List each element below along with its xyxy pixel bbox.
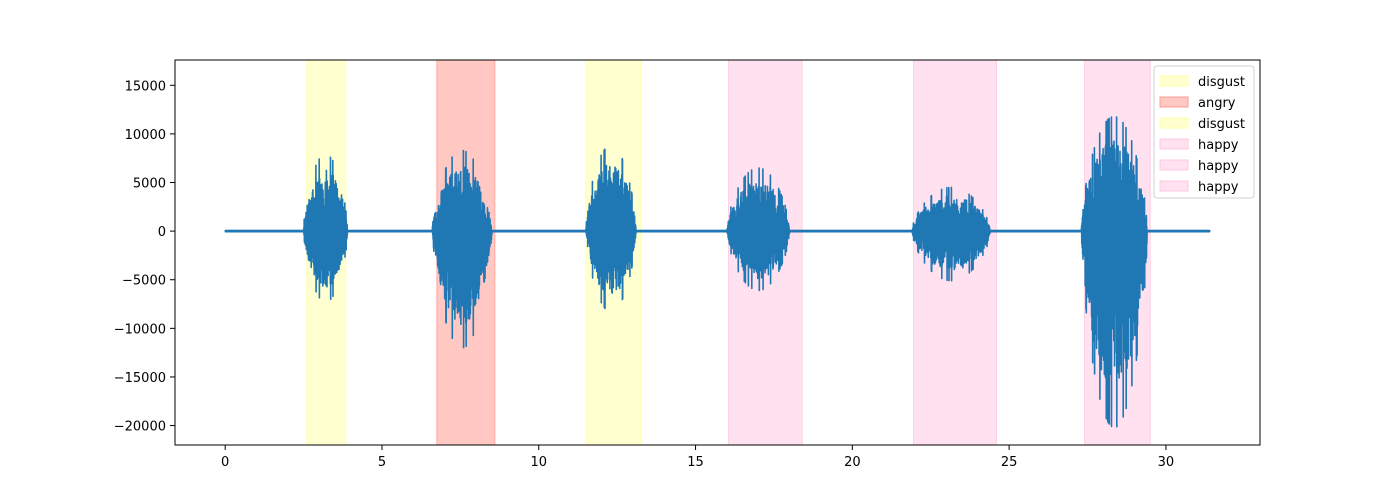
x-tick-label: 10: [530, 455, 547, 470]
legend-swatch-happy: [1159, 138, 1189, 150]
x-tick-label: 0: [221, 455, 229, 470]
y-tick-label: −5000: [122, 274, 166, 289]
legend-swatch-happy: [1159, 180, 1189, 192]
y-tick-label: 0: [158, 225, 166, 240]
legend-label-disgust: disgust: [1198, 117, 1245, 132]
y-axis: −20000 −15000 −10000 −5000 0 5000 10000 15000: [114, 79, 175, 435]
y-tick-label: −20000: [114, 420, 166, 435]
y-tick-label: 15000: [125, 79, 166, 94]
emotion-regions: [306, 59, 1151, 446]
x-tick-label: 30: [1158, 455, 1175, 470]
y-tick-label: −10000: [114, 322, 166, 337]
y-tick-label: 10000: [125, 128, 166, 143]
y-tick-label: −15000: [114, 371, 166, 386]
x-axis: 0 5 10 15 20 25 30: [221, 445, 1174, 470]
legend-swatch-angry: [1159, 96, 1189, 108]
legend-swatch-disgust: [1159, 75, 1189, 87]
legend-label-angry: angry: [1198, 96, 1236, 111]
legend-label-happy: happy: [1198, 180, 1239, 195]
x-tick-label: 20: [844, 455, 861, 470]
x-tick-label: 25: [1001, 455, 1018, 470]
y-tick-label: 5000: [133, 177, 166, 192]
legend-swatch-disgust: [1159, 117, 1189, 129]
legend-label-disgust: disgust: [1198, 75, 1245, 90]
legend-swatch-happy: [1159, 159, 1189, 171]
legend-label-happy: happy: [1198, 159, 1239, 174]
legend: disgust angry disgust happy happy happy: [1153, 65, 1255, 199]
waveform-line: [224, 116, 1211, 428]
x-tick-label: 15: [687, 455, 704, 470]
plot-frame: [174, 59, 1261, 446]
legend-label-happy: happy: [1198, 138, 1239, 153]
x-tick-label: 5: [378, 455, 386, 470]
